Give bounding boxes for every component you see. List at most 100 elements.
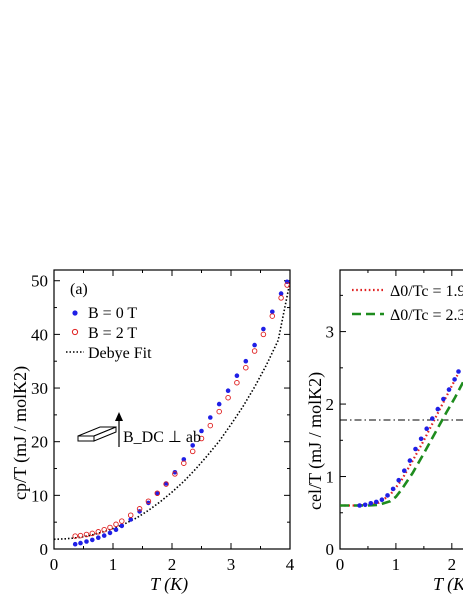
data-point — [95, 529, 102, 535]
y-tick-label: 30 — [31, 379, 48, 398]
data-point — [136, 506, 143, 512]
data-point — [77, 532, 84, 539]
data-point — [368, 501, 374, 506]
data-point — [145, 498, 152, 504]
y-tick-label: 50 — [31, 272, 48, 291]
x-tick-label: 1 — [392, 555, 401, 574]
data-point — [107, 530, 113, 536]
data-point — [234, 379, 240, 386]
data-point — [189, 448, 196, 455]
data-point — [278, 291, 284, 296]
x-tick-label: 1 — [109, 555, 118, 574]
data-point — [441, 396, 446, 402]
y-tick-label: 2 — [326, 395, 335, 414]
series-line-3 — [340, 381, 463, 507]
data-point — [413, 446, 418, 452]
data-point — [154, 490, 161, 496]
data-point — [243, 358, 249, 364]
data-point — [90, 537, 95, 543]
data-point — [234, 373, 240, 379]
panel-label: (a) — [70, 281, 88, 298]
y-tick-label: 0 — [326, 540, 335, 559]
data-point — [260, 331, 267, 338]
data-marks — [340, 369, 463, 508]
chart-panel-b: 0 1 2 0 1 2 3 Δ0/Tc = 1.9 Δ0/Tc = 2.3 T (K) ce… — [305, 269, 463, 595]
data-point — [424, 426, 430, 432]
x-tick-label: 0 — [336, 555, 345, 574]
data-point — [181, 457, 187, 462]
y-tick-label: 40 — [31, 325, 48, 344]
field-annotation: B_DC ⊥ ab — [123, 429, 201, 446]
data-point — [172, 470, 178, 475]
x-axis-label: T (K) — [433, 574, 463, 595]
data-point — [225, 394, 231, 401]
data-point — [385, 493, 390, 498]
data-point — [252, 342, 257, 348]
data-point — [207, 422, 214, 429]
data-point — [452, 377, 457, 382]
data-point — [251, 348, 258, 354]
data-point — [402, 468, 407, 474]
legend-label-gap19: Δ0/Tc = 1.9 — [390, 283, 463, 300]
data-point — [269, 313, 276, 319]
data-point — [163, 481, 169, 487]
legend-marker-b2 — [71, 328, 79, 336]
data-point — [198, 435, 205, 442]
data-point — [78, 540, 83, 546]
data-point — [430, 416, 435, 421]
series-line-2 — [340, 374, 459, 507]
data-point — [119, 518, 125, 524]
x-tick-label: 0 — [50, 555, 59, 574]
legend: Δ0/Tc = 1.9 Δ0/Tc = 2.3 — [352, 283, 463, 324]
x-axis-label: T (K) — [150, 574, 188, 595]
data-point — [261, 326, 266, 332]
legend: B = 0 T B = 2 T Debye Fit — [66, 305, 152, 362]
data-point — [284, 282, 290, 288]
data-point — [446, 387, 452, 392]
data-point — [418, 436, 424, 442]
legend-label-b0: B = 0 T — [88, 305, 137, 322]
y-tick-label: 10 — [31, 486, 48, 505]
data-point — [243, 364, 249, 371]
data-marks — [54, 279, 290, 547]
data-point — [208, 415, 213, 420]
legend-label-gap23: Δ0/Tc = 2.3 — [390, 307, 463, 324]
y-axis-label: cp/T (mJ / molK2) — [10, 366, 31, 500]
data-point — [390, 486, 396, 492]
data-point — [199, 428, 204, 434]
data-point — [72, 541, 78, 547]
data-point — [181, 460, 187, 466]
data-point — [435, 406, 441, 412]
x-tick-label: 2 — [168, 555, 177, 574]
data-point — [190, 443, 195, 448]
data-point — [362, 502, 368, 508]
data-point — [113, 521, 119, 528]
data-point — [101, 526, 107, 533]
legend-label-debye: Debye Fit — [88, 345, 152, 362]
y-tick-label: 0 — [40, 540, 49, 559]
data-point — [146, 500, 151, 506]
axis-ticks: 0 1 2 0 1 2 3 — [326, 270, 457, 574]
legend-marker-b0 — [72, 310, 78, 316]
y-tick-label: 20 — [31, 433, 48, 452]
y-axis-label: cel/T (mJ / molK2) — [305, 372, 326, 510]
x-tick-label: 3 — [227, 555, 236, 574]
data-point — [113, 527, 119, 532]
data-point — [278, 295, 284, 301]
data-point — [357, 503, 362, 508]
data-point — [128, 517, 133, 522]
data-point — [270, 309, 275, 315]
series-line-3 — [54, 281, 290, 541]
data-point — [119, 523, 125, 529]
data-point — [456, 369, 461, 374]
x-tick-label: 2 — [448, 555, 457, 574]
data-point — [374, 499, 379, 505]
data-point — [107, 524, 113, 531]
data-point — [84, 539, 89, 544]
data-point — [216, 401, 222, 407]
data-point — [396, 477, 402, 483]
data-point — [127, 512, 134, 518]
